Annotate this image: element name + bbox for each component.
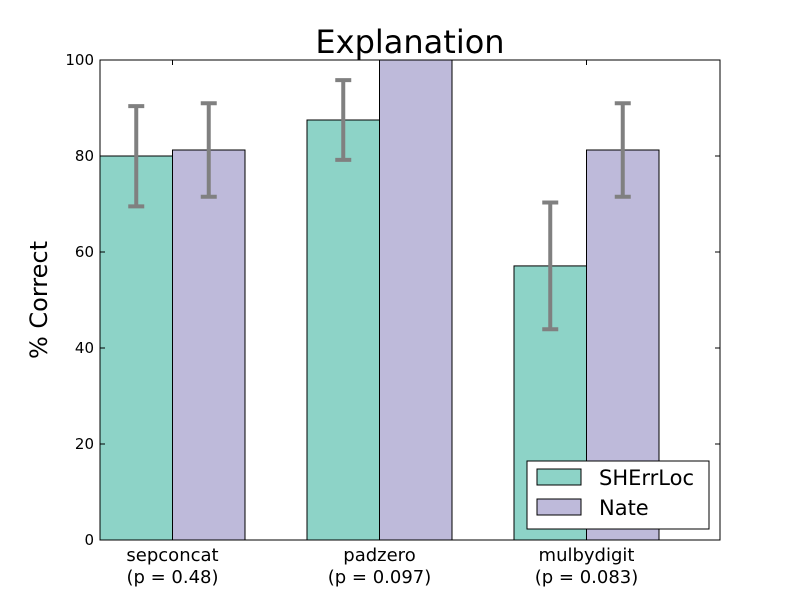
x-tick-pvalue-padzero: (p = 0.097): [328, 567, 432, 588]
legend-swatch-nate: [536, 498, 582, 516]
bar-sherrloc-sepconcat: [99, 155, 173, 541]
legend-label-nate: Nate: [599, 496, 649, 520]
bar-nate-padzero: [379, 59, 453, 541]
legend-label-sherrloc: SHErrLoc: [599, 466, 694, 490]
legend-swatch-sherrloc: [536, 468, 582, 486]
plot-frame: [99, 59, 721, 541]
y-tick-label-100: 100: [65, 51, 94, 69]
bar-nate-sepconcat: [172, 149, 246, 541]
bar-sherrloc-padzero: [306, 119, 380, 541]
y-tick-label-80: 80: [75, 147, 94, 165]
x-tick-pvalue-sepconcat: (p = 0.48): [126, 567, 218, 588]
x-tick-label-sepconcat: sepconcat: [126, 545, 218, 566]
legend: SHErrLoc Nate: [526, 460, 710, 530]
x-axis-ticks: sepconcat(p = 0.48) padzero(p = 0.097) mul…: [126, 60, 638, 588]
errorbars-layer: [128, 78, 631, 332]
y-tick-label-60: 60: [75, 243, 94, 261]
y-axis-ticks: 0 20 40 60 80 100: [65, 51, 720, 549]
errorbar-sherrloc-sepconcat: [128, 104, 145, 209]
x-tick-label-padzero: padzero: [343, 545, 415, 566]
errorbar-sherrloc-padzero: [335, 78, 352, 162]
y-tick-label-0: 0: [84, 531, 94, 549]
x-tick-pvalue-mulbydigit: (p = 0.083): [535, 567, 639, 588]
y-tick-label-40: 40: [75, 339, 94, 357]
chart-title: Explanation: [315, 23, 504, 61]
errorbar-nate-mulbydigit: [614, 101, 631, 199]
errorbar-nate-sepconcat: [200, 101, 217, 199]
y-tick-label-20: 20: [75, 435, 94, 453]
y-axis-label: % Correct: [25, 241, 53, 359]
x-tick-label-mulbydigit: mulbydigit: [539, 545, 635, 566]
errorbar-sherrloc-mulbydigit: [542, 200, 559, 332]
